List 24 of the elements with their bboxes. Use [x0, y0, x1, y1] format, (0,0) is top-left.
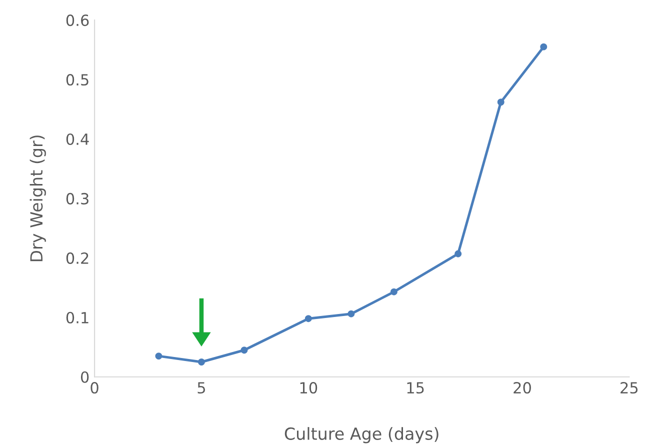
y-tick-label: 0.1	[66, 312, 88, 324]
y-tick-label: 0.6	[66, 14, 89, 26]
x-tick-label: 25	[620, 382, 638, 394]
y-tick-label: 0.4	[66, 133, 89, 146]
x-tick-label: 0	[90, 382, 98, 394]
x-tick-label: 10	[300, 382, 318, 394]
x-axis-title: Culture Age (days)	[284, 427, 438, 444]
point	[240, 346, 248, 354]
point	[497, 98, 504, 106]
x-tick-label: 5	[198, 382, 205, 394]
y-tick-label: 0.2	[66, 252, 88, 264]
y-tick-label: 0.3	[66, 192, 88, 204]
x-tick-label: 20	[514, 382, 531, 394]
y-tick-label: 0	[80, 371, 89, 383]
point	[390, 288, 398, 296]
point	[454, 250, 462, 258]
x-tick-label: 15	[407, 382, 424, 394]
point	[348, 310, 355, 318]
point	[540, 43, 548, 50]
point	[198, 358, 205, 366]
point	[155, 352, 162, 360]
y-axis-title: Dry Weight (gr)	[30, 136, 46, 262]
point	[304, 315, 312, 322]
y-tick-label: 0.5	[66, 74, 88, 86]
